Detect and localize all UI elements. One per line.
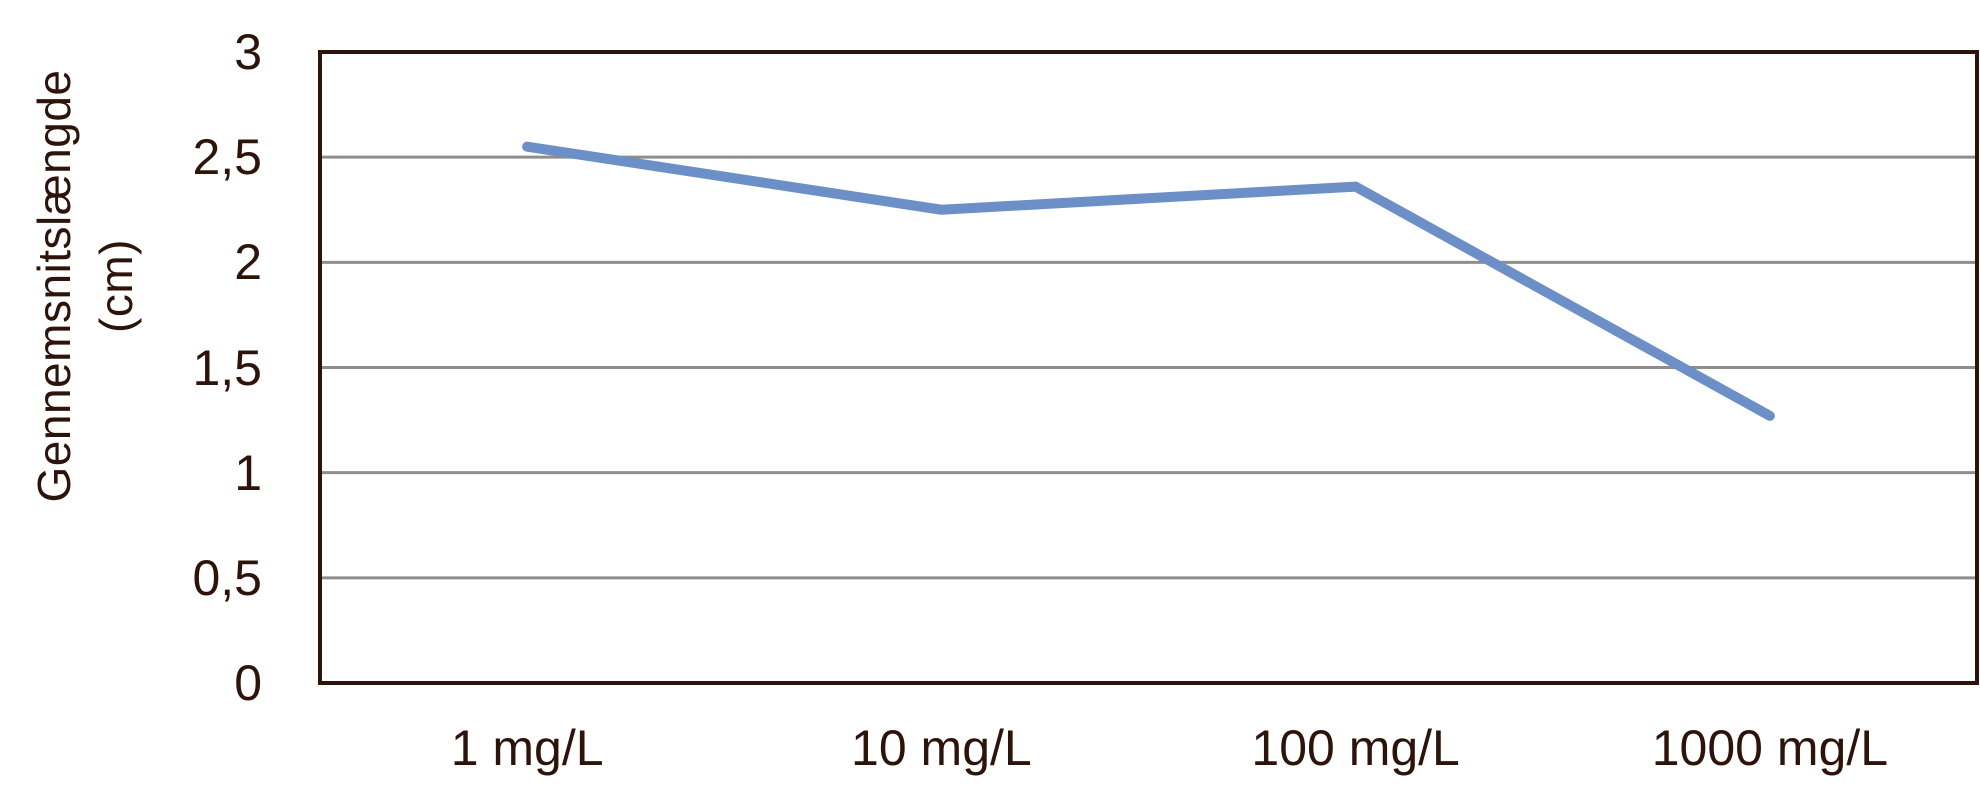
y-tick-label: 3	[234, 24, 262, 80]
x-category-label: 1 mg/L	[450, 720, 604, 776]
y-tick-label: 0,5	[192, 549, 262, 606]
x-category-label: 1000 mg/L	[1651, 720, 1889, 776]
y-tick-label: 1	[234, 444, 262, 501]
data-line	[522, 141, 1775, 421]
plot-border	[318, 50, 1979, 685]
y-tick-label: 2	[234, 234, 262, 291]
y-tick-label: 0	[234, 655, 262, 711]
x-category-label: 100 mg/L	[1251, 720, 1460, 776]
y-tick-label: 1,5	[192, 339, 262, 396]
y-tick-label: 2,5	[192, 129, 262, 186]
x-category-label: 10 mg/L	[851, 720, 1032, 776]
